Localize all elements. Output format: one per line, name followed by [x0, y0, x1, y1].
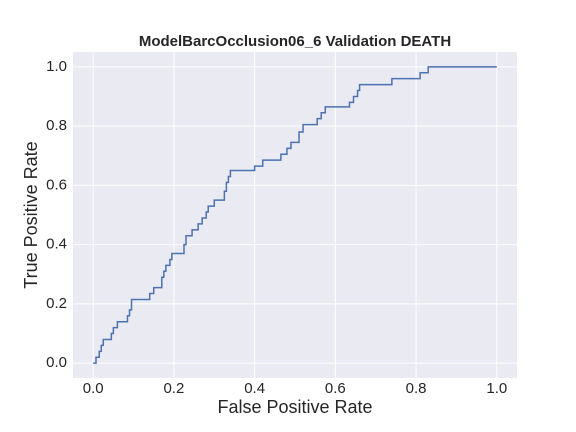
y-tick-label: 0.6: [46, 176, 67, 193]
x-tick-label: 1.0: [486, 380, 507, 397]
chart-title: ModelBarcOcclusion06_6 Validation DEATH: [139, 33, 451, 50]
x-tick-label: 0.0: [83, 380, 104, 397]
y-tick-label: 1.0: [46, 58, 67, 75]
y-axis-label: True Positive Rate: [21, 141, 41, 288]
y-tick-label: 0.8: [46, 117, 67, 134]
roc-line: [93, 66, 497, 364]
y-tick-label: 0.4: [46, 236, 67, 253]
x-tick-label: 0.8: [406, 380, 427, 397]
y-tick-label: 0.0: [46, 354, 67, 371]
x-tick-label: 0.4: [244, 380, 265, 397]
y-tick-label: 0.2: [46, 295, 67, 312]
x-axis-label: False Positive Rate: [217, 397, 372, 417]
x-tick-label: 0.2: [163, 380, 184, 397]
x-tick-label: 0.6: [325, 380, 346, 397]
plot-area: [73, 52, 517, 378]
